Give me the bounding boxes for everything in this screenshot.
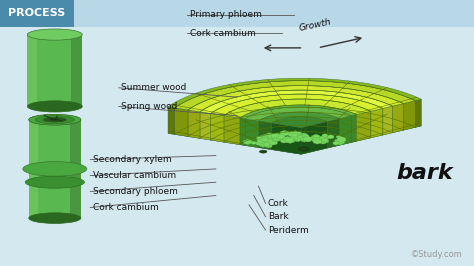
Polygon shape xyxy=(272,117,328,128)
Ellipse shape xyxy=(27,101,82,112)
FancyBboxPatch shape xyxy=(29,120,81,170)
Polygon shape xyxy=(200,112,210,140)
Polygon shape xyxy=(175,108,188,136)
Polygon shape xyxy=(210,121,383,142)
Polygon shape xyxy=(272,123,301,154)
Polygon shape xyxy=(245,134,352,148)
Polygon shape xyxy=(200,117,392,140)
FancyBboxPatch shape xyxy=(71,120,81,170)
Polygon shape xyxy=(240,131,356,146)
Polygon shape xyxy=(188,86,403,112)
Text: Periderm: Periderm xyxy=(268,226,309,235)
Ellipse shape xyxy=(298,147,309,151)
Polygon shape xyxy=(352,115,356,142)
Ellipse shape xyxy=(29,114,81,125)
Ellipse shape xyxy=(29,165,81,176)
Ellipse shape xyxy=(25,176,84,188)
Text: Spring wood: Spring wood xyxy=(121,102,177,111)
Ellipse shape xyxy=(29,114,81,125)
Ellipse shape xyxy=(50,119,60,121)
Polygon shape xyxy=(339,116,352,145)
Ellipse shape xyxy=(35,116,74,124)
Polygon shape xyxy=(224,126,371,145)
FancyBboxPatch shape xyxy=(29,170,81,218)
Polygon shape xyxy=(245,119,258,148)
FancyBboxPatch shape xyxy=(27,35,37,106)
FancyBboxPatch shape xyxy=(29,120,38,170)
Polygon shape xyxy=(371,108,383,138)
FancyBboxPatch shape xyxy=(71,170,81,218)
Polygon shape xyxy=(356,111,371,141)
Polygon shape xyxy=(258,121,272,150)
Polygon shape xyxy=(415,99,421,127)
Polygon shape xyxy=(403,101,415,130)
Text: Bark: Bark xyxy=(268,212,289,221)
Text: Cork: Cork xyxy=(268,199,289,208)
Polygon shape xyxy=(240,118,245,146)
Text: PROCESS: PROCESS xyxy=(8,8,65,18)
Polygon shape xyxy=(392,103,403,133)
Polygon shape xyxy=(301,122,328,154)
Text: Vascular cambium: Vascular cambium xyxy=(93,171,176,180)
FancyBboxPatch shape xyxy=(0,0,474,27)
Polygon shape xyxy=(188,110,200,138)
Polygon shape xyxy=(240,105,356,119)
Text: ©Study.com: ©Study.com xyxy=(410,250,462,259)
Polygon shape xyxy=(200,90,392,114)
Polygon shape xyxy=(258,138,339,150)
Text: Primary phloem: Primary phloem xyxy=(190,10,262,19)
Polygon shape xyxy=(383,106,392,135)
Polygon shape xyxy=(224,99,371,118)
Text: Secondary phloem: Secondary phloem xyxy=(93,187,178,196)
Text: Summer wood: Summer wood xyxy=(121,83,186,92)
Polygon shape xyxy=(224,115,240,145)
Polygon shape xyxy=(175,81,415,110)
Text: Growth: Growth xyxy=(298,18,332,33)
Text: bark: bark xyxy=(396,163,453,183)
Polygon shape xyxy=(188,112,403,138)
Ellipse shape xyxy=(29,213,81,223)
Ellipse shape xyxy=(43,117,66,122)
Ellipse shape xyxy=(29,165,81,176)
Ellipse shape xyxy=(23,162,87,176)
Polygon shape xyxy=(258,112,339,123)
Polygon shape xyxy=(210,114,224,142)
Polygon shape xyxy=(328,119,339,148)
FancyBboxPatch shape xyxy=(0,0,74,27)
Polygon shape xyxy=(168,107,175,134)
Polygon shape xyxy=(272,143,328,154)
Text: Cork cambium: Cork cambium xyxy=(93,203,158,212)
Polygon shape xyxy=(168,78,421,108)
FancyBboxPatch shape xyxy=(29,170,38,218)
Polygon shape xyxy=(245,107,352,121)
Text: Cork cambium: Cork cambium xyxy=(190,29,255,38)
Text: Secondary xylem: Secondary xylem xyxy=(93,155,171,164)
Ellipse shape xyxy=(27,29,82,40)
FancyBboxPatch shape xyxy=(27,35,82,106)
FancyBboxPatch shape xyxy=(71,35,82,106)
Polygon shape xyxy=(175,107,415,136)
Ellipse shape xyxy=(259,150,267,153)
Polygon shape xyxy=(168,105,421,134)
Polygon shape xyxy=(210,94,383,115)
